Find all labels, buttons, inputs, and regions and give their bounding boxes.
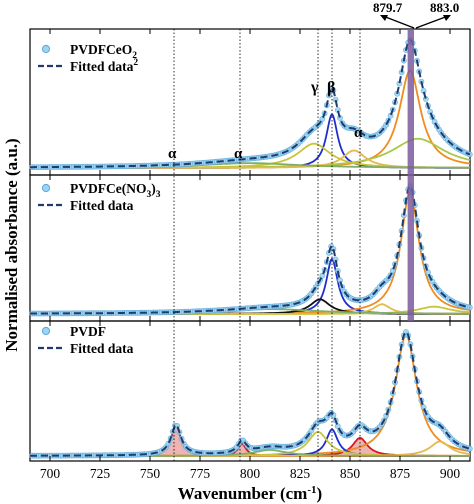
panels — [29, 28, 471, 462]
annotation-alpha-1: α — [168, 146, 177, 162]
data-points — [29, 37, 473, 171]
band-annotations: α α γ β α — [168, 79, 363, 162]
tick-label: 825 — [290, 466, 311, 481]
legend-top: PVDFCeO2 Fitted data2 — [38, 42, 138, 74]
component-curve-1 — [30, 69, 471, 169]
shift-arrowhead-right — [443, 15, 451, 21]
panel-middle-frame — [29, 174, 471, 322]
component-fill-0 — [30, 425, 470, 456]
legend-marker-data-bottom — [41, 326, 51, 336]
shift-arrow-left — [382, 15, 415, 29]
panel-middle-curves — [29, 183, 473, 317]
legend-marker-data-middle — [41, 183, 51, 193]
peak-highlight-band — [407, 29, 414, 321]
fit-curve — [30, 38, 471, 169]
shift-arrow-right — [415, 15, 449, 29]
tick-label: 900 — [440, 466, 461, 481]
legend-label-data-middle: PVDFCe(NO3)3 — [70, 181, 161, 200]
legend-label-data-bottom: PVDF — [70, 324, 106, 339]
x-ticks: 700 725 750 775 800 825 850 875 900 — [40, 29, 461, 481]
tick-label: 850 — [340, 466, 361, 481]
shift-label-right: 883.0 — [430, 0, 459, 15]
legend-label-data-top: PVDFCeO2 — [70, 42, 137, 61]
shift-arrowhead-left — [380, 15, 388, 21]
annotation-alpha-3: α — [354, 125, 363, 141]
annotation-alpha-2: α — [234, 146, 243, 162]
x-axis-label: Wavenumber (cm-1) — [178, 484, 322, 503]
legend-label-fit-bottom: Fitted data — [70, 341, 134, 356]
fit-curve — [30, 184, 471, 315]
y-axis-label: Normalised absorbance (a.u.) — [2, 138, 21, 351]
component-curve-0 — [30, 424, 470, 457]
tick-label: 775 — [190, 466, 211, 481]
legend-middle: PVDFCe(NO3)3 Fitted data — [38, 181, 161, 213]
legend-label-fit-middle: Fitted data — [70, 198, 134, 213]
legend-label-fit-top: Fitted data2 — [70, 58, 138, 74]
annotation-gamma: γ — [310, 79, 319, 96]
tick-label: 750 — [140, 466, 161, 481]
plot-layer — [29, 37, 473, 459]
tick-label: 800 — [240, 466, 261, 481]
tick-label: 725 — [90, 466, 111, 481]
peak-shift-annotation: 879.7 883.0 — [373, 0, 459, 29]
data-point — [425, 269, 431, 276]
tick-label: 875 — [390, 466, 411, 481]
legend-bottom: PVDF Fitted data — [38, 324, 134, 356]
annotation-beta: β — [327, 79, 335, 96]
panel-top-curves — [29, 37, 473, 171]
shift-label-left: 879.7 — [373, 0, 403, 15]
legend-marker-data-top — [41, 44, 51, 54]
tick-label: 700 — [40, 466, 61, 481]
